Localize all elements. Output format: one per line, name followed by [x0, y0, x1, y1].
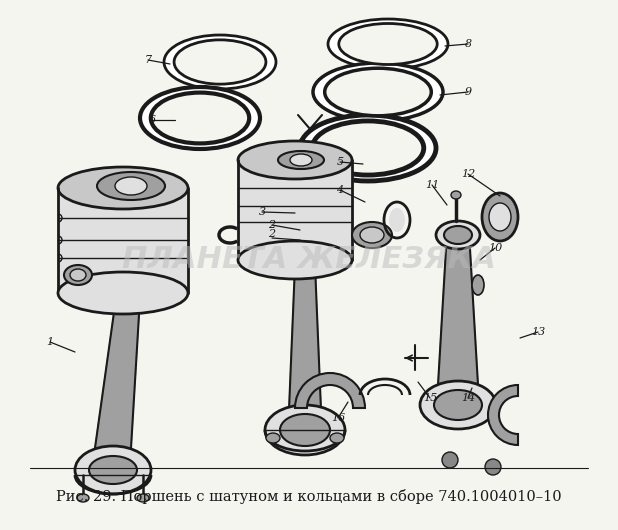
Polygon shape: [289, 265, 321, 410]
Ellipse shape: [420, 381, 496, 429]
Ellipse shape: [278, 151, 324, 169]
Polygon shape: [95, 298, 140, 448]
Ellipse shape: [482, 193, 518, 241]
Ellipse shape: [339, 23, 437, 65]
Text: 12: 12: [461, 169, 475, 179]
Ellipse shape: [472, 275, 484, 295]
Ellipse shape: [64, 265, 92, 285]
Ellipse shape: [485, 459, 501, 475]
Text: 2: 2: [268, 229, 276, 239]
Ellipse shape: [312, 121, 424, 175]
Polygon shape: [58, 188, 188, 293]
Ellipse shape: [151, 93, 249, 144]
Ellipse shape: [434, 390, 482, 420]
Ellipse shape: [442, 452, 458, 468]
Polygon shape: [438, 249, 478, 385]
Ellipse shape: [300, 115, 436, 181]
Text: 8: 8: [465, 39, 472, 49]
Ellipse shape: [352, 222, 392, 248]
Ellipse shape: [174, 40, 266, 84]
Ellipse shape: [266, 433, 280, 443]
Wedge shape: [488, 385, 518, 445]
Polygon shape: [238, 160, 352, 260]
Ellipse shape: [137, 494, 149, 502]
Text: 7: 7: [145, 55, 151, 65]
Ellipse shape: [436, 221, 480, 249]
Text: 14: 14: [461, 393, 475, 403]
Ellipse shape: [238, 241, 352, 279]
Text: 11: 11: [425, 180, 439, 190]
Ellipse shape: [360, 227, 384, 243]
Ellipse shape: [280, 414, 330, 446]
Ellipse shape: [389, 208, 405, 232]
Ellipse shape: [115, 177, 147, 195]
Ellipse shape: [89, 456, 137, 484]
Ellipse shape: [164, 35, 276, 89]
Text: 4: 4: [336, 185, 344, 195]
Ellipse shape: [324, 68, 431, 116]
Text: 9: 9: [465, 87, 472, 97]
Text: 13: 13: [531, 327, 545, 337]
Ellipse shape: [265, 405, 345, 455]
Ellipse shape: [77, 494, 89, 502]
Text: 2: 2: [268, 220, 276, 230]
Text: 6: 6: [148, 115, 156, 125]
Text: 1: 1: [46, 337, 54, 347]
Ellipse shape: [328, 19, 448, 69]
Text: Рис. 29. Поршень с шатуном и кольцами в сборе 740.1004010–10: Рис. 29. Поршень с шатуном и кольцами в …: [56, 489, 562, 504]
Ellipse shape: [290, 154, 312, 166]
Ellipse shape: [489, 203, 511, 231]
Ellipse shape: [70, 269, 86, 281]
Ellipse shape: [58, 167, 188, 209]
Ellipse shape: [451, 191, 461, 199]
Ellipse shape: [140, 87, 260, 149]
Wedge shape: [295, 373, 365, 408]
Ellipse shape: [97, 172, 165, 200]
Ellipse shape: [330, 433, 344, 443]
Text: 5: 5: [336, 157, 344, 167]
Ellipse shape: [238, 141, 352, 179]
Ellipse shape: [58, 272, 188, 314]
Text: ПЛАНЕТА ЖЕЛЕЗЯКА: ПЛАНЕТА ЖЕЛЕЗЯКА: [122, 245, 496, 274]
Text: 16: 16: [331, 413, 345, 423]
Text: 10: 10: [488, 243, 502, 253]
Ellipse shape: [444, 226, 472, 244]
Text: 3: 3: [258, 207, 266, 217]
Text: 15: 15: [423, 393, 437, 403]
Ellipse shape: [313, 63, 443, 121]
Ellipse shape: [75, 446, 151, 494]
